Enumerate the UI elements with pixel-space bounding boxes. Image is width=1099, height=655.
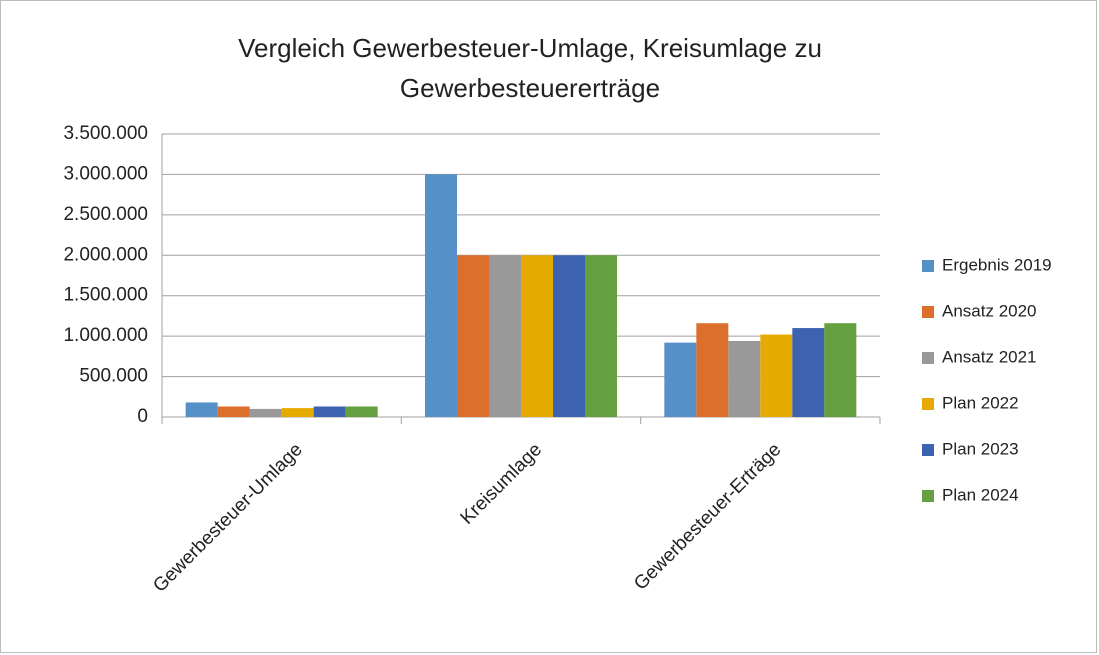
bar (696, 323, 729, 417)
y-tick-label: 2.500.000 (63, 204, 148, 225)
y-tick-label: 0 (137, 406, 148, 427)
legend-label: Plan 2023 (942, 439, 1019, 458)
bar (281, 408, 314, 417)
bar (792, 328, 825, 417)
bar (664, 342, 697, 417)
bar (553, 255, 585, 417)
y-tick-label: 1.500.000 (63, 285, 148, 306)
x-tick-label: Kreisumlage (457, 439, 547, 529)
bar (313, 406, 346, 417)
y-tick-label: 2.000.000 (63, 244, 148, 265)
bar (185, 402, 218, 417)
legend-label: Ergebnis 2019 (942, 255, 1052, 274)
bar (345, 406, 378, 417)
bar (760, 334, 793, 417)
y-tick-label: 3.000.000 (63, 163, 148, 184)
legend-label: Ansatz 2020 (942, 301, 1037, 320)
bar (457, 255, 489, 417)
bar (217, 406, 250, 417)
legend-swatch (922, 490, 934, 502)
y-tick-label: 3.500.000 (63, 123, 148, 144)
bar (249, 408, 282, 417)
legend-swatch (922, 444, 934, 456)
x-tick-label: Gewerbesteuer-Erträge (630, 439, 785, 594)
x-tick-label: Gewerbesteuer-Umlage (149, 439, 306, 596)
y-tick-label: 500.000 (79, 366, 148, 387)
chart-title: Vergleich Gewerbesteuer-Umlage, Kreisuml… (238, 33, 822, 103)
bar (728, 340, 761, 417)
bar (824, 323, 857, 417)
bar (521, 255, 553, 417)
legend-label: Plan 2022 (942, 393, 1019, 412)
legend-swatch (922, 306, 934, 318)
bar (425, 174, 457, 417)
y-tick-label: 1.000.000 (63, 325, 148, 346)
legend-swatch (922, 260, 934, 272)
legend-swatch (922, 352, 934, 364)
legend-swatch (922, 398, 934, 410)
bar (489, 255, 521, 417)
bar (585, 255, 617, 417)
legend-label: Ansatz 2021 (942, 347, 1037, 366)
legend-label: Plan 2024 (942, 485, 1019, 504)
